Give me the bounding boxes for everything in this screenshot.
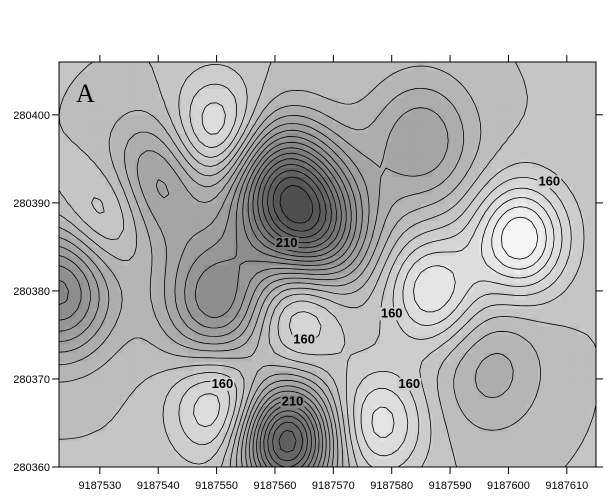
contour-line-12 <box>59 129 363 467</box>
contour-line-1 <box>500 216 539 260</box>
contour-label: 210 <box>282 393 304 408</box>
axes: 9187530 9187540 9187550 9187560 9187570 91875… <box>13 55 603 492</box>
contour-label-bg <box>210 377 235 391</box>
contour-label: 210 <box>276 235 298 250</box>
x-tick-label: 9187550 <box>195 480 238 492</box>
contour-line-8 <box>59 65 541 467</box>
contour-line-14 <box>59 141 352 467</box>
contour-line-21 <box>279 184 314 224</box>
contour-line-15 <box>247 147 347 467</box>
contour-line-3 <box>371 197 555 438</box>
x-tick-label: 9187580 <box>370 480 413 492</box>
contour-label: 160 <box>293 332 315 347</box>
y-tick-label: 280390 <box>13 198 50 210</box>
x-tick-label: 9187540 <box>137 480 180 492</box>
x-tick-label: 9187590 <box>429 480 472 492</box>
y-tick-label: 280400 <box>13 110 50 122</box>
contour-line-2 <box>491 206 547 270</box>
x-tick-label: 9187560 <box>254 480 297 492</box>
contour-label-bg <box>379 307 404 321</box>
contour-line-9 <box>59 87 514 467</box>
contour-labels: 160 210 160 160 160 210 160 <box>210 173 562 409</box>
contour-label-bg <box>397 377 422 391</box>
contour-line-7 <box>59 62 596 467</box>
contour-line-13 <box>59 136 357 467</box>
plot-frame <box>58 61 597 468</box>
y-tick-label: 280360 <box>13 462 50 474</box>
panel-label: A <box>76 79 95 108</box>
contour-label: 160 <box>398 376 420 391</box>
contour-line-19 <box>267 170 327 453</box>
contour-label-bg <box>280 395 305 409</box>
x-tick-label: 9187610 <box>545 480 588 492</box>
contour-line-20 <box>272 176 321 232</box>
x-tick-label: 9187600 <box>487 480 530 492</box>
contour-label-bg <box>537 175 562 189</box>
x-tick-label: 9187570 <box>312 480 355 492</box>
contour-label-bg <box>292 333 317 347</box>
y-tick-label: 280370 <box>13 374 50 386</box>
contour-label-bg <box>274 236 299 250</box>
contour-line-10 <box>59 107 449 467</box>
contour-line-4 <box>193 102 563 457</box>
contour-label: 160 <box>381 305 403 320</box>
contour-fill <box>59 62 596 467</box>
plot-area <box>59 62 596 467</box>
contour-label: 160 <box>212 376 234 391</box>
x-tick-label: 9187530 <box>78 480 121 492</box>
contour-label: 160 <box>538 173 560 188</box>
y-tick-label: 280380 <box>13 286 50 298</box>
contour-line-11 <box>59 123 370 467</box>
